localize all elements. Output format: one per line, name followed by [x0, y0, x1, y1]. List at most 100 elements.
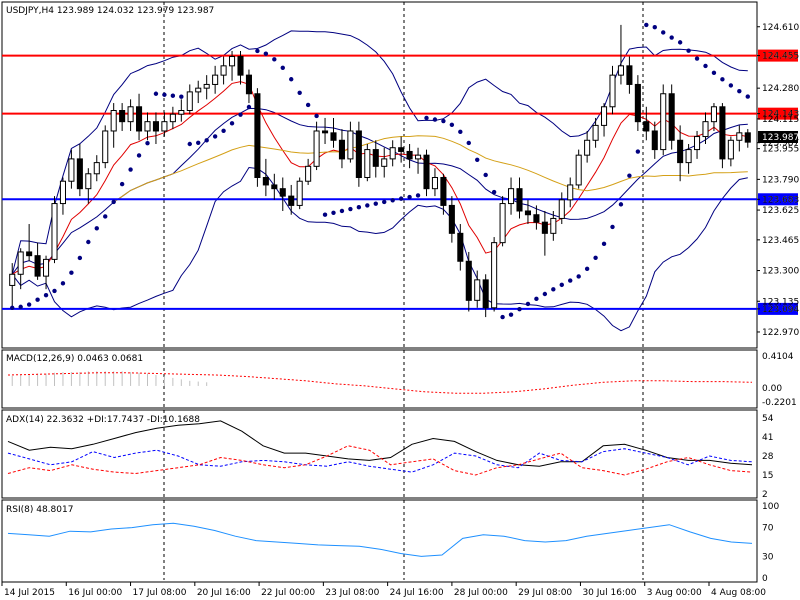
candle-body [736, 132, 743, 141]
candle-body [541, 221, 548, 234]
sar-dot [43, 292, 49, 298]
candle-body [694, 136, 701, 151]
candle-body [558, 199, 565, 219]
ma-slow-polyline [113, 135, 748, 203]
candle-body [372, 149, 379, 167]
candle-body [322, 130, 329, 134]
rsi-tick-label: 70 [762, 524, 774, 534]
macd-signal-line [7, 372, 753, 394]
sar-dot [204, 138, 209, 143]
sar-dot [525, 301, 531, 307]
sar-dot [280, 65, 285, 70]
price-tick-label: 123.625 [762, 206, 799, 216]
candle-body [482, 279, 489, 309]
candle-body [93, 162, 100, 175]
candle-body [313, 130, 320, 167]
sar-dot [441, 118, 446, 124]
candle-body [296, 180, 303, 206]
candle-body [119, 110, 126, 123]
candle-body [85, 173, 92, 190]
candle-body [136, 106, 143, 132]
candle-body [440, 177, 447, 206]
candle-body [634, 83, 641, 123]
candle-body [305, 165, 312, 182]
candle-body [229, 56, 236, 67]
sar-dot [170, 93, 176, 98]
rsi-tick-label: 0 [762, 574, 768, 584]
candle-body [26, 251, 33, 257]
sar-dot [517, 306, 522, 312]
candle-body [677, 139, 684, 164]
candle-body [575, 154, 582, 186]
candle-body [59, 180, 66, 205]
sar-dot [289, 77, 294, 82]
sar-dot [703, 63, 708, 69]
candle-body [161, 121, 168, 132]
bollinger-middle [11, 107, 748, 275]
sar-dot [196, 140, 201, 146]
sar-dot [652, 24, 657, 30]
ema-fast-polyline [11, 81, 748, 275]
level-tag [758, 107, 798, 120]
candle-body [169, 113, 176, 123]
macd-panel: MACD(12,26,9) 0.0463 0.0681 0.4104 0.00 … [1, 349, 797, 409]
sar-dot [153, 91, 159, 96]
rsi-panel: RSI(8) 48.8017 100 70 30 0 [1, 499, 779, 584]
candle-body [474, 279, 481, 301]
candle-body [195, 87, 202, 93]
price-tick-label: 124.115 [762, 115, 799, 125]
price-tick-label: 123.465 [762, 236, 799, 246]
sar-dot [255, 48, 260, 54]
time-tick-label: 20 Jul 16:00 [197, 588, 251, 598]
price-tick-label: 123.683 [762, 195, 799, 205]
level-tag [758, 302, 798, 315]
candle-body [34, 255, 41, 277]
candle-body [110, 110, 117, 132]
time-tick-label: 16 Jul 00:00 [68, 588, 122, 598]
candle-body [491, 242, 498, 309]
level-label: 124.143 [762, 110, 799, 120]
sar-dot [136, 153, 142, 158]
candle-body [592, 124, 599, 141]
candle-body [406, 150, 413, 160]
candle-body [17, 251, 24, 275]
candle-body [651, 130, 658, 151]
candle-body [237, 56, 244, 76]
adx-tick-label: 41 [762, 433, 773, 443]
sar-dot [711, 70, 717, 76]
sar-dot [119, 181, 125, 187]
candle-body [68, 158, 75, 182]
candle-body [584, 139, 591, 156]
current-price-label: 123.987 [762, 133, 799, 143]
candle-body [415, 154, 422, 160]
sar-dot [627, 173, 632, 178]
sar-dot [593, 255, 598, 261]
candle-body [431, 177, 438, 190]
price-tick-label: 123.300 [762, 267, 799, 277]
sar-dot [610, 224, 615, 230]
bollinger-lower [11, 166, 748, 332]
candle-body [76, 158, 83, 190]
candle-body [660, 93, 667, 151]
sar-dot [466, 140, 471, 146]
sar-dot [576, 274, 581, 279]
candle-body [744, 132, 751, 143]
candle-body [271, 184, 278, 190]
candle-body [51, 203, 58, 260]
candle-body [43, 258, 50, 277]
sar-dot [661, 30, 666, 35]
candle-body [567, 184, 574, 201]
rsi-axis: 100 70 30 0 [762, 502, 779, 584]
candle-body [465, 260, 472, 301]
current-price-marker: 123.987 [758, 131, 799, 143]
sar-dot [568, 278, 573, 283]
time-axis: 14 Jul 2015 16 Jul 00:00 17 Jul 08:00 20 Ju… [1, 582, 766, 598]
sar-dot [745, 94, 750, 99]
candle-body [516, 188, 523, 212]
sar-dot [26, 302, 32, 307]
sar-dot [449, 122, 455, 127]
sar-dot [491, 189, 497, 195]
sar-dot [677, 40, 683, 45]
candle-body [220, 65, 227, 76]
